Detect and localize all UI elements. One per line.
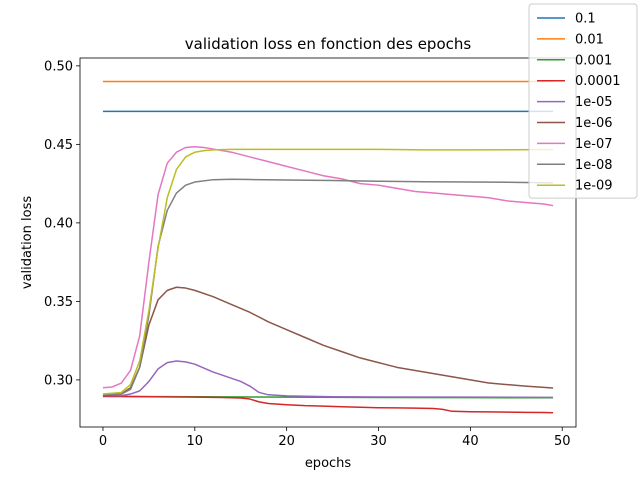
series-line-5 [102, 360, 554, 399]
legend-entry: 0.0001 [575, 74, 621, 89]
series-layer [102, 80, 554, 414]
series-line-7 [102, 145, 554, 389]
legend: 0.1 0.01 0.001 0.0001 1e-05 1e-06 1e-07 1e-08 1e… [528, 3, 638, 199]
series-line-8 [102, 178, 554, 396]
x-tick-label: 10 [187, 434, 204, 449]
legend-box [528, 3, 638, 199]
y-tick-label: 0.35 [44, 295, 73, 310]
plot-frame [79, 57, 577, 428]
series-line-4 [102, 395, 554, 414]
legend-entry: 1e-09 [575, 179, 613, 194]
chart-title: validation loss en fonction des epochs [185, 35, 472, 53]
x-tick-label: 40 [462, 434, 479, 449]
y-tick-label: 0.40 [44, 216, 73, 231]
legend-entry: 0.001 [575, 53, 612, 68]
x-tick-label: 30 [370, 434, 387, 449]
x-tick-label: 0 [99, 434, 107, 449]
legend-entry: 0.01 [575, 32, 604, 47]
legend-entry: 1e-05 [575, 95, 613, 110]
legend-entry: 1e-07 [575, 137, 613, 152]
legend-entry: 1e-06 [575, 116, 613, 131]
x-tick-label: 50 [554, 434, 571, 449]
x-axis-label: epochs [305, 456, 352, 471]
series-line-6 [102, 286, 554, 397]
legend-entry: 1e-08 [575, 158, 613, 173]
y-axis-label: validation loss [20, 196, 35, 289]
y-tick-label: 0.45 [44, 138, 73, 153]
x-tick-label: 20 [278, 434, 295, 449]
axes-layer: 0 10 20 30 40 50 0.30 0.35 0.40 0.45 0.50 [44, 57, 577, 449]
series-line-9 [102, 148, 554, 395]
legend-entry: 0.1 [575, 12, 596, 27]
y-tick-label: 0.50 [44, 59, 73, 74]
y-tick-label: 0.30 [44, 373, 73, 388]
